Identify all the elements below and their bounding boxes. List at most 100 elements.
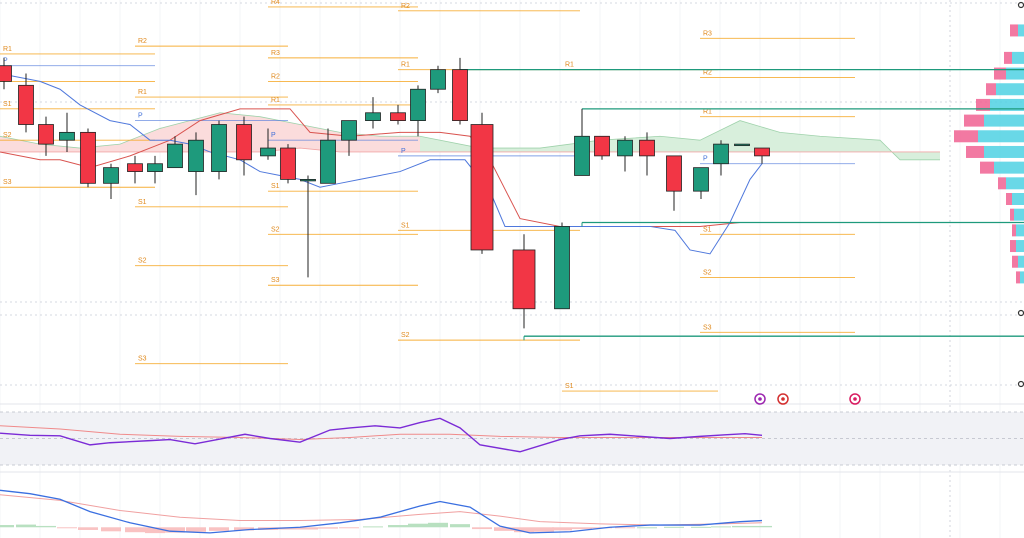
- candle[interactable]: [390, 104, 406, 125]
- macd-histogram-bar: [552, 527, 572, 531]
- candle-body[interactable]: [80, 131, 96, 184]
- volume-profile-buy-bar: [1006, 177, 1024, 190]
- candle[interactable]: [167, 136, 183, 169]
- macd-pane: [0, 489, 772, 534]
- candle-body[interactable]: [390, 112, 406, 122]
- candle[interactable]: [211, 120, 227, 180]
- candle[interactable]: [430, 65, 446, 94]
- candle[interactable]: [666, 155, 682, 211]
- candle[interactable]: [734, 143, 750, 147]
- candle[interactable]: [617, 136, 633, 172]
- macd-histogram-bar: [388, 525, 408, 528]
- horizontal-rays[interactable]: [459, 68, 1024, 341]
- candles[interactable]: [0, 57, 770, 329]
- candle[interactable]: [470, 112, 494, 254]
- candle-body[interactable]: [754, 147, 770, 157]
- candle-body[interactable]: [617, 139, 633, 157]
- candle[interactable]: [260, 128, 276, 160]
- candle-body[interactable]: [0, 65, 12, 82]
- candle-body[interactable]: [147, 163, 163, 172]
- candle-body[interactable]: [410, 88, 426, 121]
- candle-body[interactable]: [127, 163, 143, 172]
- candle[interactable]: [280, 144, 296, 184]
- candle-body[interactable]: [18, 84, 34, 125]
- event-marker-dot[interactable]: [853, 397, 857, 401]
- candle[interactable]: [594, 135, 610, 160]
- volume-profile-sell-bar: [1012, 224, 1016, 237]
- candle-body[interactable]: [574, 135, 590, 176]
- candle-body[interactable]: [470, 124, 494, 251]
- candle[interactable]: [512, 234, 536, 329]
- compass-icon[interactable]: [754, 393, 766, 405]
- pivot-label-s1: S1: [138, 199, 147, 206]
- candle[interactable]: [574, 108, 590, 176]
- pivot-label-r3: R3: [271, 50, 280, 57]
- candle[interactable]: [693, 167, 709, 199]
- candle[interactable]: [147, 155, 163, 184]
- candle-body[interactable]: [103, 167, 119, 184]
- volume-profile-buy-bar: [1016, 240, 1024, 253]
- candle-body[interactable]: [167, 143, 183, 169]
- candle[interactable]: [18, 73, 34, 133]
- candle[interactable]: [554, 222, 570, 310]
- candle-body[interactable]: [430, 69, 446, 90]
- candle[interactable]: [410, 85, 426, 137]
- candle-body[interactable]: [693, 167, 709, 192]
- scale-handle[interactable]: [1017, 309, 1024, 317]
- candle[interactable]: [236, 116, 252, 176]
- candle[interactable]: [59, 112, 75, 152]
- candle-body[interactable]: [260, 147, 276, 157]
- pivot-label-r1: R1: [271, 97, 280, 104]
- candle[interactable]: [103, 163, 119, 199]
- us-flag-icon[interactable]: [777, 393, 789, 405]
- event-marker-dot[interactable]: [781, 397, 785, 401]
- candle-body[interactable]: [188, 139, 204, 172]
- candle-body[interactable]: [452, 69, 468, 121]
- candle-body[interactable]: [554, 226, 570, 310]
- candle[interactable]: [188, 132, 204, 196]
- scale-handle[interactable]: [1017, 1, 1024, 9]
- candle-body[interactable]: [734, 143, 750, 147]
- candle[interactable]: [341, 120, 357, 156]
- candle-body[interactable]: [365, 112, 381, 122]
- scale-handle[interactable]: [1017, 380, 1024, 388]
- candle-body[interactable]: [38, 124, 54, 145]
- volume-profile-sell-bar: [994, 67, 1006, 80]
- candle-body[interactable]: [713, 143, 729, 165]
- candle-body[interactable]: [236, 124, 252, 161]
- candle[interactable]: [80, 128, 96, 188]
- candle-body[interactable]: [512, 249, 536, 310]
- volume-profile-sell-bar: [976, 98, 990, 111]
- candle[interactable]: [38, 116, 54, 156]
- candle[interactable]: [713, 140, 729, 176]
- pivot-label-p: P: [271, 132, 276, 139]
- candle[interactable]: [0, 57, 12, 90]
- candle-body[interactable]: [666, 155, 682, 192]
- candle[interactable]: [320, 128, 336, 184]
- candle[interactable]: [300, 175, 316, 278]
- candle-body[interactable]: [594, 135, 610, 157]
- event-marker-dot[interactable]: [758, 397, 762, 401]
- candle-body[interactable]: [211, 124, 227, 172]
- scale-handles[interactable]: [1017, 1, 1024, 388]
- event-markers[interactable]: [754, 393, 861, 405]
- macd-signal-line: [0, 494, 763, 526]
- macd-histogram-bar: [514, 527, 534, 533]
- candle[interactable]: [639, 132, 655, 176]
- candle-body[interactable]: [300, 178, 316, 182]
- pivot-label-p: P: [3, 58, 8, 65]
- candle-body[interactable]: [280, 147, 296, 180]
- candle[interactable]: [754, 147, 770, 164]
- candle-body[interactable]: [59, 131, 75, 141]
- target-icon[interactable]: [849, 393, 861, 405]
- candle-body[interactable]: [341, 120, 357, 141]
- pivot-label-p: P: [138, 113, 143, 120]
- candle-body[interactable]: [639, 139, 655, 157]
- candle[interactable]: [365, 97, 381, 129]
- candle[interactable]: [452, 57, 468, 125]
- candle[interactable]: [127, 155, 143, 184]
- candle-body[interactable]: [320, 139, 336, 184]
- macd-histogram-bar: [78, 527, 98, 530]
